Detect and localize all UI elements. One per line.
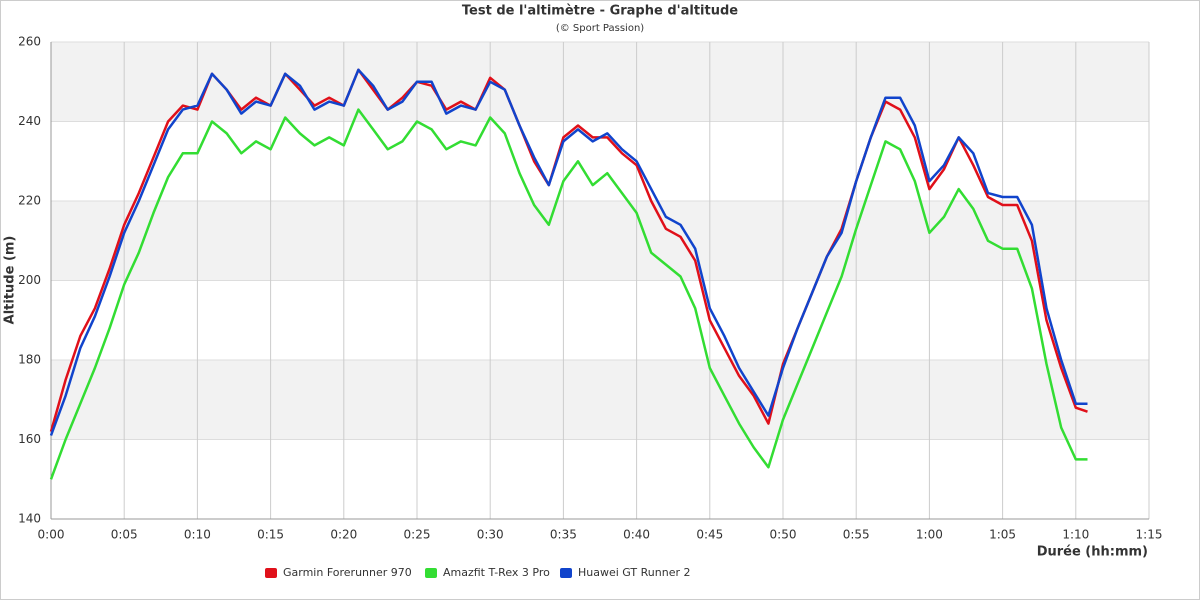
x-axis-label: Durée (hh:mm) bbox=[1037, 545, 1148, 560]
x-tick-label: 1:10 bbox=[1062, 528, 1089, 542]
x-tick-label: 0:00 bbox=[38, 528, 65, 542]
x-tick-label: 0:40 bbox=[623, 528, 650, 542]
y-tick-label: 220 bbox=[18, 194, 41, 208]
y-tick-label: 180 bbox=[18, 353, 41, 367]
legend-label: Huawei GT Runner 2 bbox=[578, 566, 691, 579]
chart-title: Test de l'altimètre - Graphe d'altitude bbox=[462, 4, 738, 19]
y-tick-label: 260 bbox=[18, 35, 41, 49]
y-axis-label: Altitude (m) bbox=[3, 236, 18, 325]
legend-swatch bbox=[425, 568, 437, 578]
grid-band bbox=[51, 42, 1149, 122]
data-line bbox=[49, 108, 1088, 480]
legend-label: Garmin Forerunner 970 bbox=[283, 566, 412, 579]
y-tick-label: 240 bbox=[18, 114, 41, 128]
x-tick-label: 0:35 bbox=[550, 528, 577, 542]
grid-band bbox=[51, 360, 1149, 440]
x-tick-label: 0:10 bbox=[184, 528, 211, 542]
x-tick-label: 0:05 bbox=[111, 528, 138, 542]
legend-swatch bbox=[560, 568, 572, 578]
grid-band bbox=[51, 201, 1149, 281]
legend-swatch bbox=[265, 568, 277, 578]
x-tick-label: 0:20 bbox=[330, 528, 357, 542]
chart-subtitle: (© Sport Passion) bbox=[556, 23, 644, 34]
x-tick-label: 0:45 bbox=[696, 528, 723, 542]
x-tick-label: 1:05 bbox=[989, 528, 1016, 542]
y-tick-label: 200 bbox=[18, 273, 41, 287]
x-tick-label: 1:15 bbox=[1136, 528, 1163, 542]
y-tick-label: 140 bbox=[18, 512, 41, 526]
x-tick-label: 0:50 bbox=[770, 528, 797, 542]
x-tick-label: 0:25 bbox=[404, 528, 431, 542]
x-tick-label: 0:55 bbox=[843, 528, 870, 542]
x-tick-label: 0:15 bbox=[257, 528, 284, 542]
x-tick-label: 1:00 bbox=[916, 528, 943, 542]
data-line bbox=[49, 68, 1088, 436]
y-tick-label: 160 bbox=[18, 432, 41, 446]
x-tick-label: 0:30 bbox=[477, 528, 504, 542]
legend-label: Amazfit T-Rex 3 Pro bbox=[443, 566, 550, 579]
